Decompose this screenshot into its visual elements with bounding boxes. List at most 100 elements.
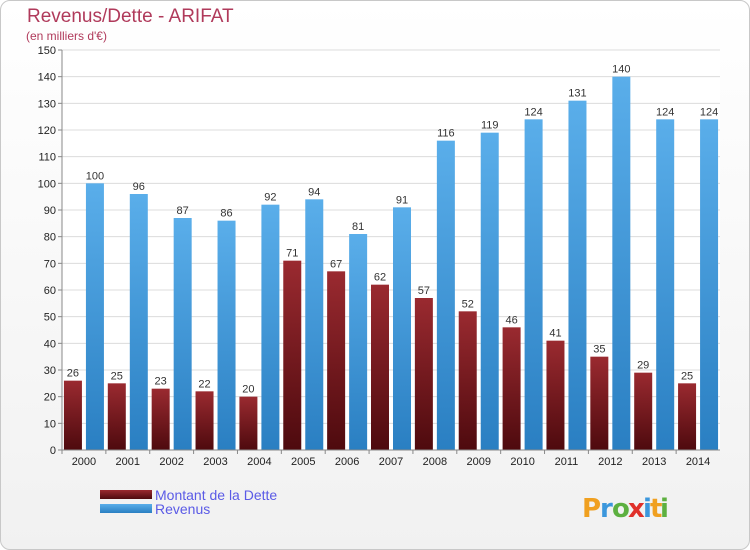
grid — [62, 49, 720, 451]
data-label-debt: 67 — [330, 258, 342, 270]
x-tick-label: 2007 — [379, 456, 403, 468]
bar-debt — [151, 388, 170, 450]
data-label-debt: 29 — [637, 360, 649, 372]
bar-debt — [107, 383, 126, 450]
data-label-revenus: 119 — [481, 120, 499, 132]
data-label-revenus: 92 — [264, 192, 276, 204]
data-label-revenus: 116 — [437, 128, 455, 140]
bar-revenus — [393, 207, 411, 450]
axes: 0 10 20 30 40 50 60 70 80 90 100 110 120 130 140 150 200… — [38, 45, 720, 468]
bar-revenus — [349, 234, 368, 450]
y-tick-label: 120 — [38, 125, 56, 137]
bar-debt — [546, 340, 565, 450]
data-label-revenus: 96 — [133, 181, 145, 193]
bar-debt — [371, 284, 389, 450]
x-tick-label: 2000 — [72, 456, 96, 468]
bar-revenus — [656, 119, 675, 450]
logo-letter: r — [600, 494, 613, 524]
data-label-debt: 71 — [286, 248, 298, 260]
data-label-debt: 52 — [462, 298, 474, 310]
bar-revenus — [129, 194, 148, 450]
bar-debt — [634, 372, 653, 450]
data-label-debt: 22 — [198, 378, 210, 390]
data-label-debt: 62 — [374, 272, 386, 284]
y-tick-label: 80 — [44, 232, 56, 244]
x-tick-label: 2001 — [116, 456, 140, 468]
bar-revenus — [480, 132, 499, 450]
bar-revenus — [612, 76, 631, 451]
data-label-revenus: 124 — [656, 106, 674, 118]
y-tick-label: 90 — [44, 205, 56, 217]
data-label-debt: 25 — [681, 370, 693, 382]
x-tick-label: 2009 — [466, 456, 490, 468]
data-label-revenus: 100 — [86, 170, 104, 182]
legend: Montant de la Dette Revenus — [100, 487, 277, 517]
data-label-revenus: 124 — [524, 106, 542, 118]
data-label-revenus: 94 — [308, 186, 320, 198]
data-label-debt: 26 — [67, 368, 79, 380]
bar-debt — [458, 311, 477, 450]
bar-debt — [63, 380, 82, 450]
data-label-debt: 25 — [111, 370, 123, 382]
y-tick-label: 50 — [44, 312, 56, 324]
x-tick-label: 2002 — [159, 456, 183, 468]
y-tick-label: 10 — [44, 418, 56, 430]
bar-revenus — [568, 100, 587, 451]
data-label-revenus: 140 — [612, 64, 630, 76]
x-tick-label: 2005 — [291, 456, 315, 468]
data-label-revenus: 86 — [220, 208, 232, 220]
x-tick-label: 2004 — [247, 456, 271, 468]
chart-title: Revenus/Dette - ARIFAT — [27, 6, 234, 27]
logo-letter: o — [612, 494, 630, 524]
x-tick-label: 2012 — [598, 456, 622, 468]
data-label-revenus: 124 — [700, 106, 718, 118]
data-label-revenus: 131 — [568, 88, 586, 100]
bar-revenus — [261, 204, 280, 450]
logo-letter: i — [660, 494, 669, 524]
data-label-debt: 35 — [593, 344, 605, 356]
logo-letter: t — [650, 494, 662, 524]
y-tick-label: 0 — [50, 445, 56, 457]
legend-swatch-debt — [100, 490, 152, 499]
chart-subtitle: (en milliers d'€) — [26, 29, 107, 43]
bar-revenus — [700, 119, 719, 450]
bar-revenus — [217, 220, 236, 450]
y-tick-label: 110 — [38, 152, 56, 164]
data-label-debt: 20 — [242, 384, 254, 396]
bar-debt — [283, 260, 302, 450]
bar-revenus — [305, 199, 324, 450]
bar-debt — [502, 327, 521, 450]
bar-revenus — [173, 218, 192, 450]
bars: 26 100 25 96 23 87 22 86 20 92 71 94 67 81 62 91 57 116 52… — [63, 64, 719, 451]
y-tick-label: 20 — [44, 392, 56, 404]
x-tick-label: 2011 — [555, 456, 579, 468]
y-tick-label: 70 — [44, 258, 56, 270]
x-tick-label: 2008 — [423, 456, 447, 468]
data-label-revenus: 91 — [396, 194, 408, 206]
y-tick-label: 60 — [44, 285, 56, 297]
legend-swatch-revenus — [100, 504, 152, 513]
x-tick-label: 2013 — [642, 456, 666, 468]
data-label-debt: 57 — [418, 285, 430, 297]
y-tick-label: 100 — [38, 178, 56, 190]
x-tick-label: 2010 — [510, 456, 534, 468]
bar-debt — [590, 356, 609, 450]
bar-debt — [678, 383, 697, 450]
logo-letter: P — [582, 494, 601, 524]
bar-debt — [414, 298, 433, 450]
legend-label-revenus: Revenus — [155, 501, 210, 517]
y-tick-label: 40 — [44, 338, 56, 350]
bar-debt — [327, 271, 346, 450]
plot-area — [62, 50, 720, 450]
y-tick-label: 130 — [38, 98, 56, 110]
bar-revenus — [85, 183, 104, 451]
data-label-revenus: 81 — [352, 221, 364, 233]
data-label-revenus: 87 — [177, 205, 189, 217]
y-tick-label: 140 — [38, 72, 56, 84]
x-tick-label: 2003 — [203, 456, 227, 468]
x-tick-label: 2014 — [686, 456, 710, 468]
data-label-debt: 46 — [505, 314, 517, 326]
bar-revenus — [524, 119, 543, 450]
